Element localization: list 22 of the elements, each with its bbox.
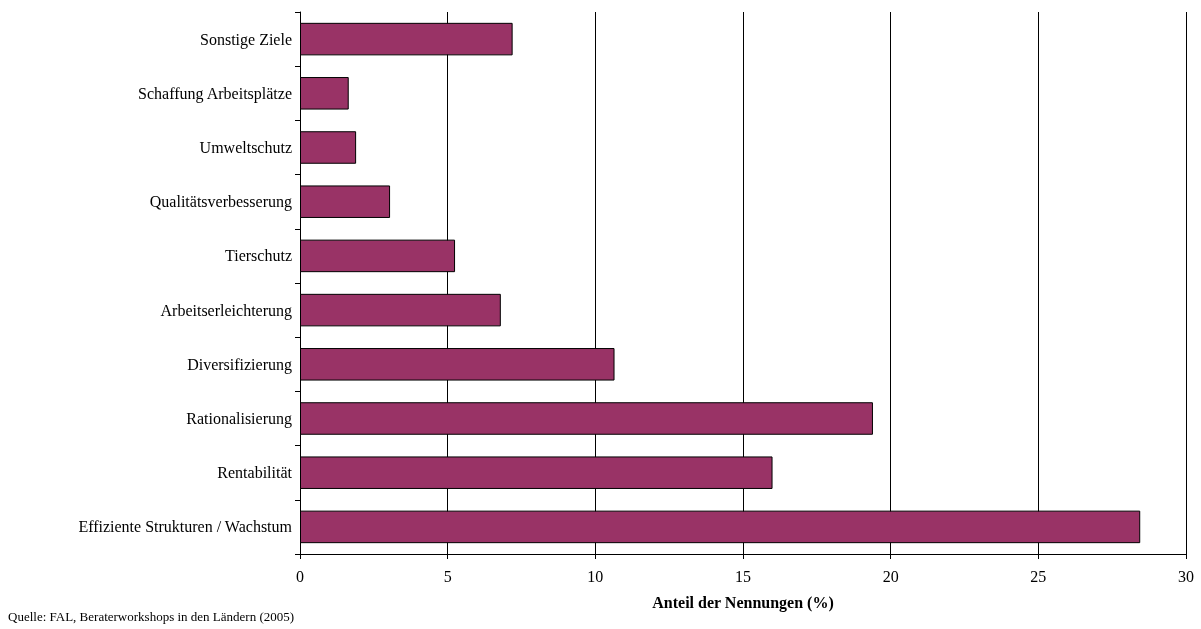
bar — [300, 77, 349, 110]
x-tick-label: 30 — [1178, 567, 1194, 585]
bar — [300, 131, 357, 164]
x-tick-label: 25 — [1030, 567, 1047, 585]
bar — [300, 185, 391, 218]
source-note: Quelle: FAL, Beraterworkshops in den Ländern (2005) — [8, 609, 295, 624]
x-tick-label: 0 — [296, 567, 304, 585]
y-tick-label: Tierschutz — [225, 247, 292, 265]
x-tick-label: 10 — [587, 567, 604, 585]
x-tick-label: 15 — [735, 567, 751, 585]
x-tick-label: 5 — [443, 567, 452, 585]
y-tick-label: Arbeitserleichterung — [160, 301, 292, 320]
y-tick-label: Diversifizierung — [187, 355, 292, 374]
y-tick-label: Effiziente Strukturen / Wachstum — [78, 518, 293, 536]
y-tick-label: Qualitätsverbesserung — [149, 193, 292, 212]
x-tick-label: 20 — [882, 567, 899, 585]
y-tick-label: Sonstige Ziele — [200, 30, 292, 49]
x-axis-title: Anteil der Nennungen (%) — [652, 593, 834, 612]
y-tick-label: Rationalisierung — [186, 410, 292, 428]
y-tick-label: Rentabilität — [217, 464, 293, 482]
y-tick-label: Schaffung Arbeitsplätze — [138, 84, 292, 103]
y-tick-label: Umweltschutz — [199, 139, 292, 156]
